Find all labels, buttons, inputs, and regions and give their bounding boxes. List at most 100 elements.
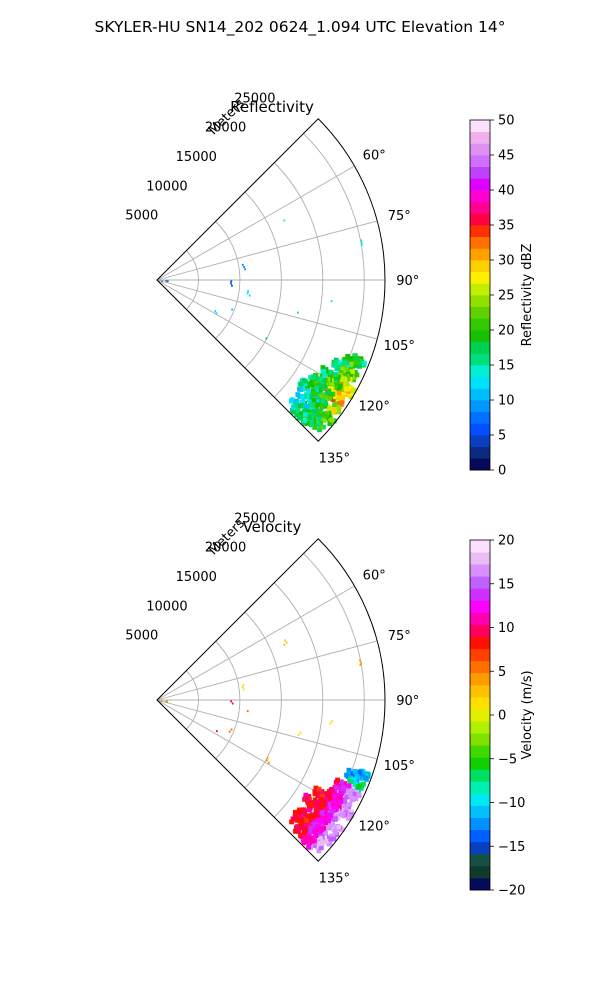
colorbar-swatch (470, 684, 490, 698)
colorbar-tick-label: 0 (498, 709, 506, 724)
echo-cell (348, 394, 354, 400)
echo-cell (333, 785, 339, 791)
range-tick-label: 5000 (125, 629, 158, 644)
echo-cell (336, 390, 342, 396)
echo-cell (314, 829, 319, 834)
colorbar-swatch (470, 341, 490, 354)
range-tick-label: 10000 (146, 599, 187, 614)
colorbar-swatch (470, 829, 490, 843)
echo-cell (315, 817, 320, 823)
colorbar-swatch (470, 178, 490, 191)
echo-cell (357, 363, 362, 369)
azimuth-gridline (156, 585, 355, 701)
echo-field (160, 639, 372, 854)
echo-cell (304, 818, 310, 823)
echo-cell (307, 825, 313, 831)
azimuth-tick-label: 135° (319, 871, 350, 886)
echo-cell (317, 376, 323, 382)
echo-cell (344, 386, 349, 392)
echo-cell (348, 385, 354, 391)
colorbar-swatch (470, 236, 490, 249)
echo-cell (317, 427, 322, 433)
echo-speckle (215, 312, 218, 315)
echo-cell (356, 770, 362, 776)
echo-speckle (231, 284, 233, 287)
echo-cell (309, 817, 315, 823)
echo-speckle (360, 661, 362, 664)
clutter-cell (161, 280, 163, 283)
echo-cell (327, 369, 333, 375)
echo-cell (313, 808, 319, 814)
echo-cell (350, 369, 355, 375)
echo-cell (333, 372, 339, 377)
echo-cell (301, 812, 307, 818)
colorbar-swatch (470, 552, 490, 565)
echo-cell (301, 378, 307, 384)
echo-cell (314, 385, 319, 391)
echo-cell (351, 377, 356, 383)
colorbar-swatch (470, 865, 490, 879)
echo-cell (307, 415, 313, 420)
echo-cell (335, 362, 341, 368)
echo-speckle (283, 219, 286, 222)
colorbar-tick-label: 50 (498, 114, 515, 129)
echo-cell (299, 818, 305, 824)
colorbar-swatch (470, 248, 490, 261)
echo-cell (344, 772, 349, 778)
echo-cell (324, 791, 330, 796)
colorbar-swatch (470, 388, 490, 401)
echo-cell (354, 774, 360, 779)
echo-cell (298, 833, 303, 839)
echo-cell (351, 387, 357, 393)
echo-cell (310, 829, 316, 835)
range-tick-label: 20000 (205, 121, 246, 136)
colorbar-swatch (470, 190, 490, 203)
azimuth-tick-label: 60° (363, 569, 386, 584)
echo-cell (298, 403, 304, 408)
echo-cell (335, 781, 341, 787)
echo-speckle (230, 728, 233, 731)
echo-cell (340, 386, 346, 392)
echo-cell (352, 374, 357, 380)
echo-cell (313, 814, 319, 820)
echo-cell (319, 817, 325, 823)
echo-cell (317, 387, 323, 393)
colorbar-swatch (470, 853, 490, 867)
echo-cell (318, 383, 324, 389)
echo-cell (318, 826, 323, 832)
echo-cell (315, 799, 320, 805)
echo-cell (353, 781, 358, 787)
colorbar-swatch (470, 612, 490, 625)
echo-cell (313, 414, 318, 420)
echo-cell (311, 842, 317, 848)
echo-cell (324, 825, 330, 830)
echo-cell (361, 360, 367, 366)
echo-cell (331, 836, 337, 842)
echo-cell (302, 412, 308, 417)
echo-speckle (330, 300, 333, 303)
echo-cell (332, 828, 338, 834)
echo-speckle (231, 702, 234, 705)
colorbar: 0 5 10 15 20 25 30 35 40 45 50 Reflectivity dBZ (469, 114, 535, 479)
echo-speckle (230, 700, 233, 703)
echo-cell (340, 826, 345, 832)
echo-cell (323, 413, 329, 419)
echo-cell (292, 828, 298, 834)
range-tick-label: 5000 (125, 209, 158, 224)
echo-cell (331, 394, 337, 400)
echo-cell (324, 410, 330, 416)
echo-cell (305, 814, 310, 820)
panel-velocity: Velocity500010000150002000025000Meters60… (125, 511, 535, 898)
echo-cell (302, 825, 307, 830)
echo-cell (323, 401, 329, 407)
colorbar-tick-label: 45 (498, 149, 515, 164)
echo-cell (325, 376, 331, 382)
echo-cell (315, 416, 321, 422)
echo-cell (309, 382, 315, 388)
echo-cell (354, 372, 360, 378)
echo-cell (330, 818, 335, 824)
panel-title: Velocity (243, 518, 302, 536)
echo-cell (312, 822, 318, 827)
colorbar-tick-label: 25 (498, 289, 515, 304)
echo-cell (353, 796, 359, 802)
